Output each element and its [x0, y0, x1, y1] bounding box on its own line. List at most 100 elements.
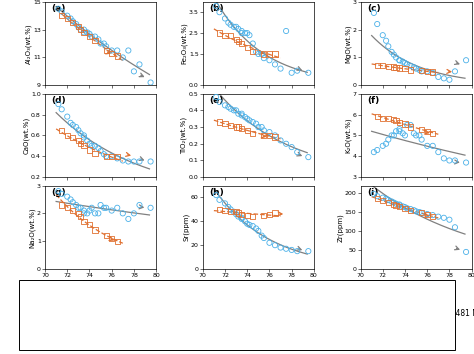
- Point: [446, 158, 453, 163]
- Point: [64, 194, 71, 200]
- Point: [260, 212, 268, 218]
- Point: [238, 28, 246, 34]
- Y-axis label: MgO(wt.%): MgO(wt.%): [345, 24, 351, 63]
- Point: [91, 150, 99, 156]
- Point: [396, 57, 403, 63]
- Point: [260, 51, 268, 57]
- Point: [227, 206, 234, 212]
- Point: [238, 211, 246, 217]
- Point: [277, 138, 284, 143]
- Point: [258, 124, 265, 130]
- Y-axis label: Zr(ppm): Zr(ppm): [337, 213, 343, 242]
- Point: [64, 114, 71, 119]
- Point: [86, 147, 93, 153]
- Point: [271, 51, 279, 57]
- Point: [221, 201, 229, 206]
- Point: [429, 214, 437, 219]
- Point: [235, 26, 242, 32]
- Point: [77, 27, 84, 33]
- Point: [412, 132, 420, 138]
- Point: [80, 27, 88, 33]
- Point: [86, 208, 93, 213]
- Point: [86, 34, 93, 39]
- Point: [392, 65, 400, 70]
- Point: [102, 205, 110, 211]
- Point: [69, 18, 77, 24]
- Point: [451, 158, 459, 163]
- Point: [252, 49, 260, 55]
- Point: [241, 114, 249, 120]
- Point: [384, 197, 392, 203]
- Point: [396, 120, 403, 126]
- Point: [383, 141, 390, 147]
- Point: [55, 101, 62, 107]
- Point: [91, 211, 99, 216]
- Point: [230, 24, 237, 30]
- Point: [216, 197, 223, 203]
- Point: [232, 24, 240, 30]
- Point: [246, 222, 253, 228]
- Point: [423, 69, 431, 74]
- Point: [119, 211, 127, 216]
- Point: [221, 16, 229, 21]
- Point: [221, 208, 229, 213]
- Point: [260, 133, 268, 138]
- Point: [238, 113, 246, 118]
- Point: [374, 62, 381, 68]
- Point: [462, 57, 470, 63]
- Point: [58, 107, 65, 112]
- Point: [265, 211, 273, 217]
- Point: [379, 195, 387, 200]
- Point: [374, 114, 381, 119]
- Point: [136, 202, 143, 208]
- Point: [304, 70, 312, 76]
- Text: Bensong Co granites (486 and 481 Ma): Bensong Co granites (486 and 481 Ma): [337, 309, 474, 318]
- Point: [73, 202, 80, 208]
- Point: [440, 75, 447, 81]
- Point: [74, 205, 82, 211]
- Point: [418, 210, 426, 216]
- Point: [80, 30, 88, 35]
- Point: [462, 249, 470, 255]
- Point: [288, 247, 295, 253]
- Point: [74, 211, 82, 216]
- Point: [86, 141, 93, 147]
- Point: [423, 212, 431, 218]
- Point: [102, 233, 110, 239]
- Point: [418, 210, 426, 216]
- Point: [212, 192, 220, 198]
- Point: [379, 116, 387, 121]
- Point: [232, 36, 240, 42]
- Point: [67, 196, 74, 202]
- Point: [227, 122, 234, 128]
- Point: [383, 38, 390, 44]
- Point: [232, 108, 240, 113]
- Point: [277, 245, 284, 250]
- Point: [418, 137, 426, 142]
- Point: [403, 205, 411, 211]
- Point: [407, 124, 414, 130]
- Point: [64, 133, 71, 138]
- Point: [392, 118, 400, 124]
- Point: [74, 24, 82, 30]
- Point: [212, 3, 220, 9]
- Point: [288, 70, 295, 76]
- Point: [407, 122, 414, 128]
- Point: [80, 135, 88, 140]
- Point: [97, 202, 104, 208]
- Point: [379, 143, 387, 149]
- Point: [216, 30, 223, 36]
- Point: [392, 55, 400, 60]
- Y-axis label: Sr(ppm): Sr(ppm): [183, 213, 189, 241]
- Point: [69, 135, 77, 140]
- Text: (a): (a): [52, 4, 66, 13]
- Point: [244, 45, 251, 51]
- Point: [230, 209, 237, 215]
- Point: [216, 119, 223, 125]
- Point: [227, 106, 234, 112]
- Point: [374, 196, 381, 202]
- Point: [423, 143, 431, 149]
- Point: [130, 211, 137, 216]
- Point: [119, 55, 127, 60]
- Point: [283, 28, 290, 34]
